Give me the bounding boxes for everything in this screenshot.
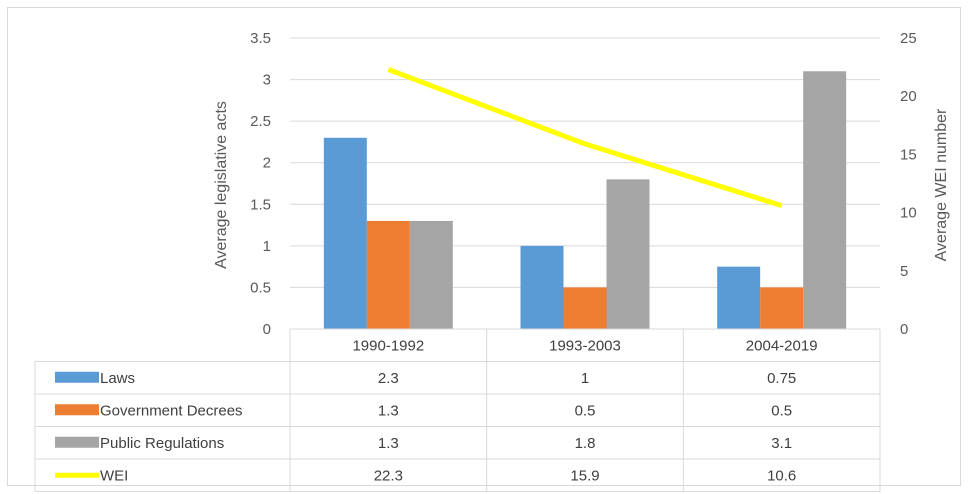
wei-line-group (387, 67, 783, 209)
table-cell: 15.9 (570, 467, 599, 484)
y-tick-label: 3.5 (250, 30, 271, 47)
table-cell: 1 (581, 370, 589, 387)
chart-frame (7, 7, 961, 486)
category-label: 1993-2003 (549, 337, 621, 354)
table-cell: 2.3 (378, 370, 399, 387)
category-label: 1990-1992 (352, 337, 424, 354)
y-tick-label: 0 (263, 321, 271, 338)
legend-entry: Government Decrees (100, 402, 243, 419)
bars (323, 71, 847, 329)
right-axis: 0 5 10 15 20 25 (900, 30, 917, 338)
bar-public-regulations (606, 179, 650, 329)
table-cell: 0.75 (767, 370, 796, 387)
legend-key (55, 371, 99, 383)
legend-key (55, 436, 99, 448)
bar-public-regulations (409, 220, 453, 329)
y-tick-label: 2.5 (250, 113, 271, 130)
y2-tick-label: 5 (900, 263, 908, 280)
table-cell: 10.6 (767, 467, 796, 484)
bar-government-decrees (366, 220, 410, 329)
y-tick-label: 0.5 (250, 279, 271, 296)
table-cell: 22.3 (374, 467, 403, 484)
table-cell: 1.3 (378, 435, 399, 452)
bar-public-regulations (803, 71, 847, 329)
bar-laws (520, 245, 564, 329)
y2-axis-title: Average WEI number (933, 108, 950, 261)
y2-tick-label: 20 (900, 88, 917, 105)
legend-entry: Public Regulations (100, 435, 224, 452)
category-label: 2004-2019 (746, 337, 818, 354)
table-cell: 0.5 (771, 402, 792, 419)
table-cell: 1.3 (378, 402, 399, 419)
legend-entry: WEI (100, 467, 128, 484)
y2-tick-label: 0 (900, 321, 908, 338)
bar-government-decrees (563, 287, 607, 329)
y-tick-label: 1 (263, 238, 271, 255)
bar-government-decrees (760, 287, 804, 329)
legend-entry: Laws (100, 370, 135, 387)
bar-laws (323, 137, 367, 329)
y-tick-label: 2 (263, 155, 271, 172)
y-axis-title: Average legislative acts (213, 101, 230, 269)
line-wei (387, 67, 783, 209)
y2-tick-label: 15 (900, 146, 917, 163)
table-cell: 0.5 (575, 402, 596, 419)
y2-tick-label: 10 (900, 205, 917, 222)
data-table: 1990-1992 1993-2003 2004-2019 Laws 2.3 1 0.75 G… (34, 328, 881, 492)
y-tick-label: 3 (263, 72, 271, 89)
legend-key (55, 404, 99, 416)
table-cell: 1.8 (575, 435, 596, 452)
y2-tick-label: 25 (900, 30, 917, 47)
table-cell: 3.1 (771, 435, 792, 452)
left-axis: 0 0.5 1 1.5 2 2.5 3 3.5 (250, 30, 271, 338)
bar-laws (717, 266, 761, 329)
y-tick-label: 1.5 (250, 196, 271, 213)
